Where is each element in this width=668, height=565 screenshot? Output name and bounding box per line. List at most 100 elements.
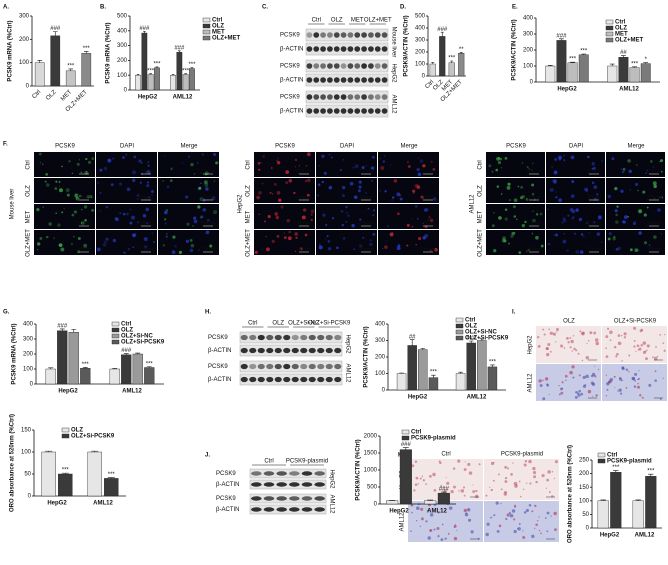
- bar: [68, 332, 79, 385]
- stain-dot: [634, 372, 638, 376]
- y-tick-label: 400: [415, 26, 426, 32]
- scale-bar-label: 20μm: [200, 196, 215, 202]
- stain-dot: [572, 376, 575, 379]
- stain-dot: [500, 488, 503, 491]
- stain-dot: [497, 473, 500, 476]
- column-label: Merge: [400, 144, 418, 150]
- cell: [646, 206, 649, 209]
- cell: [37, 242, 41, 246]
- significance-label: ***: [448, 56, 456, 62]
- scale-bar-label: 20μm: [646, 196, 661, 202]
- significance-label: ***: [146, 361, 154, 367]
- blot-band: [306, 77, 313, 83]
- stain-dot: [605, 347, 607, 350]
- scale-bar-label: 20μm: [200, 222, 215, 228]
- cell: [616, 205, 619, 208]
- cell: [71, 172, 73, 174]
- stain-dot: [437, 535, 440, 538]
- cell: [276, 191, 281, 195]
- cell: [575, 249, 580, 254]
- cell: [325, 223, 328, 227]
- cell: [649, 159, 653, 163]
- legend-swatch: [202, 35, 211, 41]
- stain-dot: [485, 494, 488, 497]
- blot-band: [249, 363, 257, 370]
- blot-band: [333, 77, 340, 83]
- cell: [317, 183, 321, 186]
- bar: [109, 368, 120, 385]
- stain-dot: [628, 371, 630, 373]
- y-tick-label: 0: [26, 84, 30, 90]
- stain-dot: [587, 389, 592, 394]
- micrograph: [254, 230, 315, 255]
- blot-band: [301, 482, 313, 487]
- blot-band: [320, 94, 326, 100]
- micrograph: [486, 152, 545, 177]
- stain-dot: [544, 377, 549, 381]
- cell: [554, 157, 558, 161]
- cell: [36, 207, 40, 212]
- bar: [132, 353, 143, 385]
- blot-band: [274, 347, 282, 354]
- cell: [532, 162, 534, 165]
- legend-label: Ctrl: [615, 20, 626, 26]
- stain-dot: [625, 368, 629, 371]
- cell: [39, 161, 42, 164]
- y-tick-label: 500: [117, 14, 128, 20]
- error-bar: [171, 74, 175, 76]
- row-label: PCSK9: [280, 64, 300, 70]
- cell: [422, 164, 426, 168]
- stain-dot: [470, 530, 474, 534]
- stain-dot: [411, 511, 413, 514]
- stain-dot: [489, 486, 491, 488]
- y-tick-label: 200: [579, 471, 590, 477]
- y-axis-label: ORO absorbance at 520nm (%Ctrl): [568, 445, 574, 543]
- stain-dot: [543, 333, 546, 336]
- cell: [570, 155, 575, 160]
- scale-bar-label: 20μm: [296, 170, 311, 176]
- cell: [162, 180, 164, 182]
- legend-swatch: [597, 458, 606, 464]
- blot-band: [291, 334, 299, 341]
- stain-dot: [577, 392, 579, 395]
- cell: [201, 153, 204, 156]
- stain-dot: [645, 357, 648, 361]
- y-tick-label: 300: [117, 43, 128, 49]
- y-tick-label: 2000: [364, 434, 378, 440]
- blot-band: [257, 363, 265, 370]
- scale-bar-label: 20μm: [76, 248, 91, 254]
- cell: [596, 232, 600, 236]
- cell: [294, 166, 297, 168]
- scale-bar-label: 20μm: [138, 248, 153, 254]
- blot-band: [381, 46, 388, 52]
- cell: [89, 195, 93, 199]
- stain-dot: [595, 394, 598, 397]
- cell: [521, 162, 524, 164]
- stain-dot: [594, 375, 597, 378]
- cell: [328, 185, 333, 190]
- blot-band: [263, 496, 275, 501]
- stain-dot: [523, 463, 527, 467]
- stain-dot: [590, 374, 594, 378]
- stain-dot: [511, 509, 516, 513]
- blot-band: [361, 108, 367, 114]
- cell: [36, 248, 39, 251]
- blot-band: [334, 363, 342, 370]
- stain-dot: [444, 537, 447, 540]
- error-bar: [427, 499, 434, 501]
- cell: [624, 215, 628, 220]
- legend-swatch: [202, 17, 211, 23]
- cell: [306, 193, 310, 197]
- bar: [81, 53, 92, 87]
- micrograph: [254, 152, 315, 177]
- y-tick-label: 400: [117, 28, 128, 34]
- cell: [552, 178, 556, 183]
- blot-band: [306, 63, 313, 69]
- x-tick-label: HepG2: [47, 501, 67, 507]
- stain-image: [484, 501, 559, 542]
- stain-dot: [620, 334, 623, 337]
- blot-band: [325, 334, 333, 341]
- error-bar: [143, 30, 146, 34]
- scale-bar-label: 20μm: [296, 222, 311, 228]
- stain-dot: [415, 476, 419, 480]
